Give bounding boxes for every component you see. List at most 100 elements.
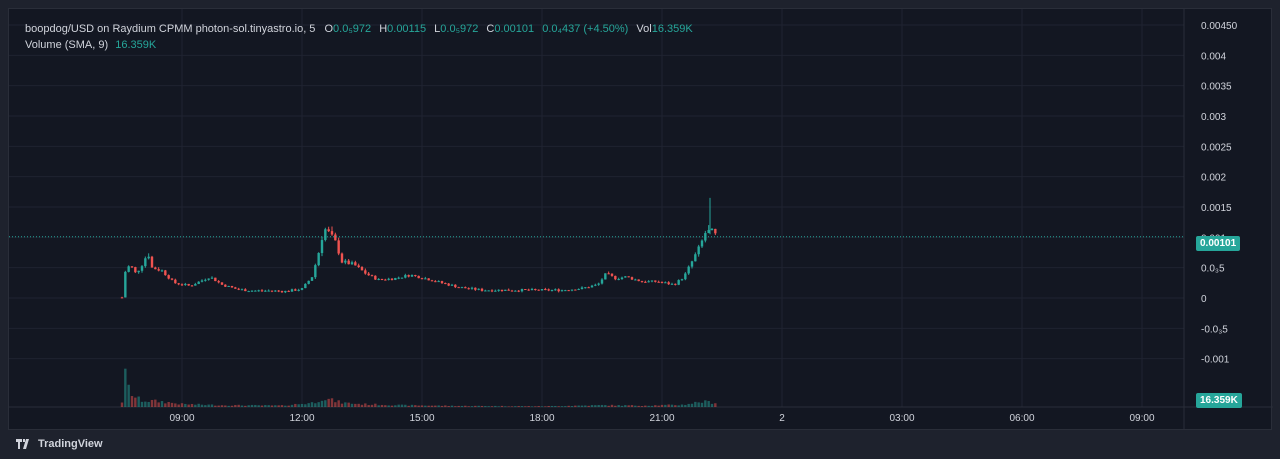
volume-bar xyxy=(504,406,507,407)
volume-bar xyxy=(227,405,230,407)
candle-body xyxy=(524,289,527,291)
volume-bar xyxy=(680,404,684,407)
candle-body xyxy=(597,283,600,285)
symbol-title[interactable]: boopdog/USD on Raydium CPMM photon-sol.t… xyxy=(25,23,316,35)
candle-body xyxy=(167,275,170,279)
volume-bar xyxy=(344,402,347,407)
volume-bar xyxy=(510,406,514,407)
volume-bar xyxy=(664,404,667,407)
candle-body xyxy=(194,284,197,286)
volume-bar xyxy=(630,405,634,407)
volume-bar xyxy=(290,404,294,407)
volume-bar xyxy=(480,405,484,407)
volume-bar xyxy=(420,405,424,407)
volume-bar xyxy=(237,404,240,407)
volume-bar xyxy=(437,405,440,407)
volume-bar xyxy=(707,401,710,407)
candle-body xyxy=(337,240,340,254)
candle-body xyxy=(480,288,484,291)
candle-body xyxy=(424,278,427,280)
volume-bar xyxy=(180,403,184,407)
volume-bar xyxy=(280,405,284,407)
candle-body xyxy=(284,290,287,293)
volume-bar xyxy=(124,368,127,407)
y-tick-label: 0.002 xyxy=(1201,173,1226,184)
candle-body xyxy=(647,281,650,283)
volume-bar xyxy=(277,405,280,407)
volume-bar xyxy=(350,403,354,407)
volume-bar xyxy=(170,402,174,407)
candle-body xyxy=(560,290,564,292)
candle-body xyxy=(627,276,630,278)
candle-body xyxy=(660,281,664,283)
volume-bar xyxy=(450,405,454,407)
open-label: O xyxy=(324,23,334,35)
volume-bar xyxy=(714,403,717,407)
candle-body xyxy=(147,256,150,259)
price-chart[interactable]: 0.00450 0.004 0.0035 0.003 0.0025 0.002 0.0015… xyxy=(9,9,1273,431)
volume-bar xyxy=(390,405,394,407)
volume-bar xyxy=(590,405,594,407)
volume-bar xyxy=(610,404,614,407)
volume-bar xyxy=(644,405,647,407)
candle-body xyxy=(304,283,307,289)
candle-body xyxy=(214,277,217,282)
candle-body xyxy=(234,287,237,289)
volume-bar xyxy=(130,396,134,407)
tradingview-logo[interactable]: TradingView xyxy=(16,438,103,450)
volume-bar xyxy=(377,405,380,407)
candle-body xyxy=(474,287,477,290)
candle-body xyxy=(204,279,207,281)
volume-bar xyxy=(574,405,577,407)
candle-body xyxy=(610,273,614,276)
candle-body xyxy=(367,273,370,276)
volume-bar xyxy=(317,402,320,407)
x-tick-label: 2 xyxy=(779,413,785,424)
volume-bar xyxy=(397,404,400,407)
candle-body xyxy=(594,284,597,286)
volume-bar xyxy=(164,403,167,407)
candle-body xyxy=(514,290,517,292)
volume-bar xyxy=(314,403,317,407)
volume-bar xyxy=(690,403,694,407)
candle-body xyxy=(150,256,154,268)
low-value: 0.0₅972 xyxy=(440,23,479,35)
candle-body xyxy=(287,290,290,292)
chart-panel[interactable]: 0.00450 0.004 0.0035 0.003 0.0025 0.002 0.0015… xyxy=(8,8,1273,431)
candle-body xyxy=(547,289,550,291)
volume-bar xyxy=(554,405,557,407)
change-value: 0.0₄437 (+4.50%) xyxy=(542,23,629,35)
volume-bar xyxy=(550,405,554,407)
volume-legend[interactable]: Volume (SMA, 9) 16.359K xyxy=(25,39,156,51)
candle-body xyxy=(290,289,294,292)
candle-body xyxy=(277,290,280,292)
candle-body xyxy=(607,273,610,275)
candle-body xyxy=(187,283,190,286)
candle-body xyxy=(280,291,284,293)
candle-body xyxy=(264,290,267,292)
low-label: L xyxy=(434,23,441,35)
volume-bar xyxy=(287,405,290,407)
candle-body xyxy=(327,229,330,232)
volume-bar xyxy=(594,405,597,407)
candle-body xyxy=(334,234,337,241)
x-axis: 09:00 12:00 15:00 18:00 21:00 2 03:00 06:00 09:0… xyxy=(169,413,1154,424)
candle-body xyxy=(687,266,690,274)
candle-body xyxy=(484,290,487,292)
candle-body xyxy=(144,258,147,267)
candle-body xyxy=(244,289,247,292)
candle-body xyxy=(420,278,424,280)
last-price-badge: 0.00101 xyxy=(1196,236,1241,251)
candle-body xyxy=(380,278,384,280)
volume-bar xyxy=(710,403,714,407)
volume-bar xyxy=(584,405,587,407)
candle-body xyxy=(577,289,580,291)
candle-body xyxy=(667,282,670,285)
volume-bar xyxy=(324,400,327,407)
candle-body xyxy=(124,271,127,298)
candle-body xyxy=(220,282,224,285)
volume-bar xyxy=(700,402,704,407)
candle-body xyxy=(360,267,364,271)
candle-body xyxy=(200,280,204,282)
volume-bar xyxy=(577,405,580,407)
